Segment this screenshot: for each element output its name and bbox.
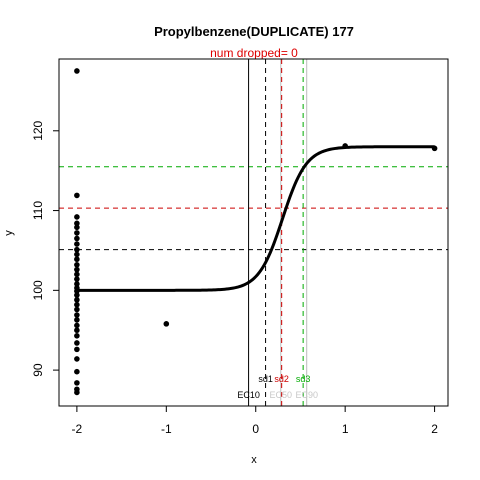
data-point <box>74 281 80 287</box>
data-point <box>74 380 80 386</box>
data-point <box>74 220 80 227</box>
y-axis-label: y <box>3 230 15 236</box>
x-tick-label: 1 <box>342 422 349 436</box>
vline-label-sd1: sd1 <box>258 374 273 384</box>
data-point <box>74 262 80 268</box>
data-point <box>74 297 80 303</box>
data-point <box>74 256 80 263</box>
data-point <box>74 235 80 242</box>
data-point <box>74 301 80 308</box>
vline-label-sd3: sd3 <box>296 374 311 384</box>
data-point <box>74 340 80 346</box>
data-point <box>74 241 80 247</box>
data-point <box>342 143 348 149</box>
data-point <box>74 214 80 220</box>
data-point <box>74 389 80 396</box>
vline-label-sd2: sd2 <box>274 374 289 384</box>
data-point <box>74 317 80 323</box>
data-point <box>74 292 80 298</box>
x-axis-label: x <box>251 454 257 466</box>
data-point <box>74 68 80 74</box>
data-point <box>74 368 80 375</box>
data-point <box>74 327 80 334</box>
data-point <box>74 266 80 273</box>
data-point <box>74 230 80 236</box>
chart-subtitle: num dropped= 0 <box>210 46 298 60</box>
data-point <box>74 271 80 278</box>
vline-label-ec90: EC90 <box>295 390 318 400</box>
data-point <box>74 192 80 199</box>
chart-title: Propylbenzene(DUPLICATE) 177 <box>154 24 354 39</box>
fitted-curve <box>76 145 435 292</box>
data-point <box>74 346 80 353</box>
vline-label-ec50: EC50 <box>270 390 293 400</box>
data-point <box>74 322 80 329</box>
data-point <box>74 246 80 253</box>
y-tick-label: 110 <box>31 201 45 220</box>
y-tick-label: 90 <box>31 363 45 377</box>
x-tick-label: -2 <box>72 422 83 436</box>
data-point <box>163 321 170 327</box>
chart-marks: -2 -1 0 1 2 90 100 110 120 EC10 EC50 EC90 sd1 sd2 sd3 <box>31 59 448 436</box>
y-tick-label: 100 <box>31 280 45 300</box>
data-point <box>74 288 80 294</box>
vline-label-ec10: EC10 <box>237 390 260 400</box>
x-tick-label: 0 <box>252 422 259 436</box>
x-tick-label: -1 <box>161 422 172 436</box>
data-point <box>74 312 80 318</box>
y-tick-label: 120 <box>31 120 45 140</box>
x-tick-label: 2 <box>431 422 438 436</box>
data-point <box>74 276 80 282</box>
data-point <box>431 145 438 152</box>
data-point <box>74 356 80 362</box>
plot-frame <box>58 58 449 407</box>
data-point <box>74 306 80 313</box>
data-point <box>74 333 80 339</box>
data-point <box>74 224 80 231</box>
data-point <box>74 251 80 258</box>
